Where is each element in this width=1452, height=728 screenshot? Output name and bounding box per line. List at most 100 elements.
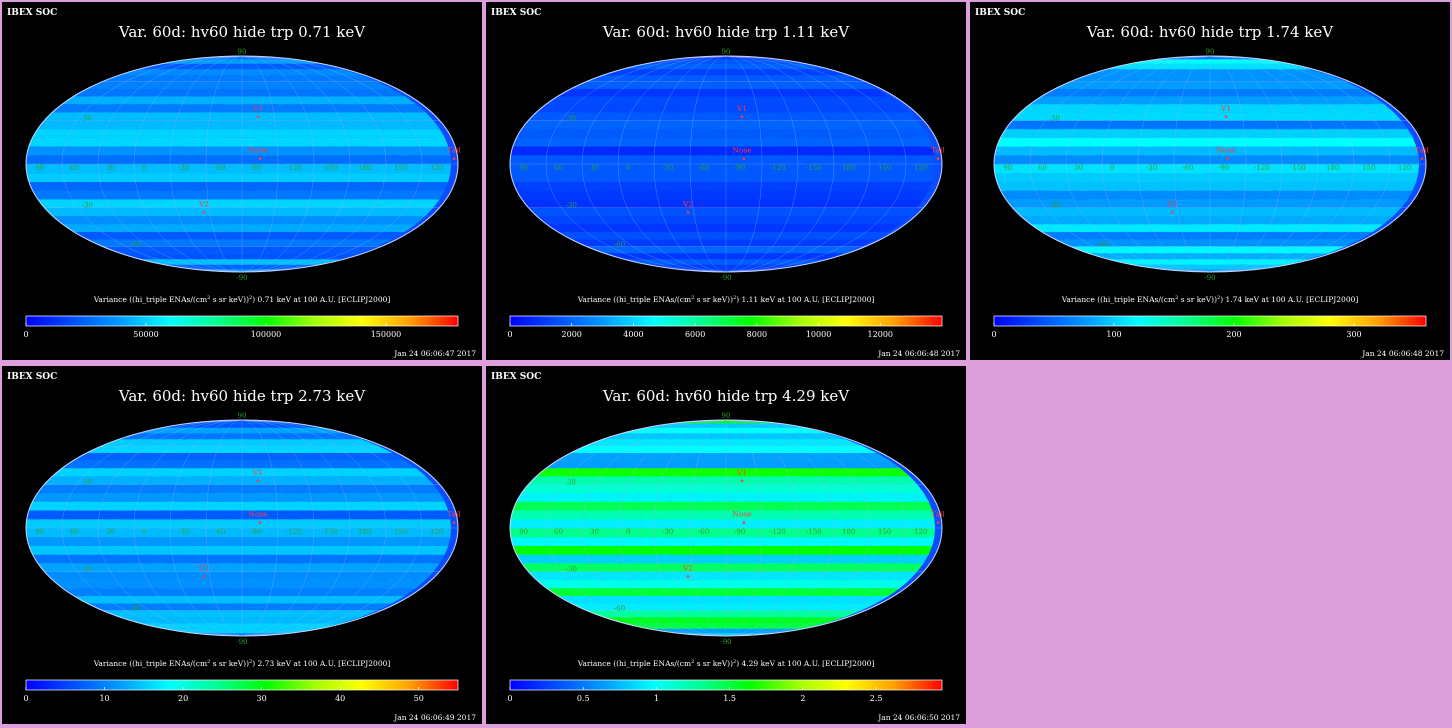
lon-tick-label: 30 — [590, 164, 599, 172]
map-pixel — [510, 154, 936, 165]
map-pixel — [512, 137, 933, 147]
marker-v2-label: V2 — [198, 199, 209, 208]
map-pixel — [26, 154, 452, 165]
lon-tick-label: 150 — [878, 164, 891, 172]
map-pixel — [26, 146, 451, 156]
map-pixel — [586, 246, 862, 254]
marker-v1-dot — [256, 115, 260, 119]
marker-v1-dot — [740, 115, 744, 119]
marker-tail-label: Tail — [931, 146, 945, 155]
map-pixel — [510, 163, 936, 174]
lon-tick-label: -90 — [734, 164, 745, 172]
graticule — [25, 55, 459, 273]
map-pixel — [1029, 223, 1385, 233]
map-pixel — [545, 223, 901, 233]
map-pixel — [1005, 198, 1408, 208]
marker-tail-dot — [452, 157, 456, 160]
lat-tick-label: -60 — [130, 240, 141, 248]
lon-tick-label: -30 — [178, 164, 189, 172]
map-pixel — [603, 68, 845, 76]
map-pixel — [61, 223, 417, 233]
map-pixel — [26, 163, 452, 174]
map-pixel — [996, 181, 1417, 191]
lon-tick-label: 0 — [142, 164, 146, 172]
map-pixel — [545, 95, 901, 105]
map-pixel — [119, 252, 361, 260]
lon-tick-label: 180 — [842, 164, 855, 172]
colorbar — [25, 315, 459, 327]
brand-label: IBEX SOC — [7, 8, 57, 18]
lon-tick-label: -60 — [698, 164, 709, 172]
lon-tick-label: -60 — [214, 164, 225, 172]
colorbar-label-part: s sr keV)) — [694, 295, 733, 304]
sky-map-svg: IBEX SOC Var. 60d: hv60 hide trp 0.71 keV… — [7, 8, 476, 358]
lon-tick-label: -30 — [662, 164, 673, 172]
colorbar-tick-label: 12000 — [868, 330, 893, 339]
map-pixel — [527, 111, 918, 121]
map-pixel — [52, 215, 426, 225]
map-pixel — [1000, 190, 1413, 200]
colorbar-label-part: Variance ((hi_triple ENAs/(cm — [577, 295, 691, 304]
colorbar-label-superscript: 2 — [249, 295, 252, 301]
map-pixel — [119, 68, 361, 76]
lon-tick-label: -150 — [806, 164, 822, 172]
marker-tail-label: Tail — [447, 146, 461, 155]
lat-tick-label: -30 — [566, 202, 577, 210]
lon-tick-label: -90 — [250, 164, 261, 172]
lon-tick-label: -150 — [322, 164, 338, 172]
lat-tick-label: -90 — [236, 274, 247, 282]
lat-tick-label: 90 — [238, 48, 247, 56]
lat-tick-label: -60 — [614, 240, 625, 248]
colorbar-tick-label: 50000 — [133, 330, 158, 339]
colorbar-tick-label: 6000 — [685, 330, 705, 339]
map-pixel — [521, 120, 924, 130]
lon-tick-label: 30 — [106, 164, 115, 172]
lat-tick-label: 30 — [83, 114, 92, 122]
map-pixel — [521, 198, 924, 208]
map-pixel — [1070, 246, 1346, 254]
map-pixel — [586, 74, 862, 82]
colorbar-label-superscript: 2 — [207, 295, 210, 301]
marker-nose-dot — [742, 157, 746, 160]
panel-0-71kev: IBEX SOC Var. 60d: hv60 hide trp 0.71 keV… — [2, 2, 482, 360]
map-pixel — [102, 246, 378, 254]
map-pixel — [996, 137, 1417, 147]
map-pixel — [1011, 207, 1402, 217]
map-pixel — [510, 172, 935, 182]
marker-nose-label: Nose — [732, 146, 752, 155]
map-pixel — [37, 198, 440, 208]
map-pixel — [994, 172, 1419, 182]
map-pixel — [28, 137, 449, 147]
marker-v2-dot — [686, 211, 690, 214]
colorbar-label-part: ) 0.71 keV at 100 A.U. [ECLIPJ2000] — [252, 295, 390, 304]
colorbar-label-part: Variance ((hi_triple ENAs/(cm — [93, 295, 207, 304]
map-pixel — [1011, 111, 1402, 121]
chart-title: Var. 60d: hv60 hide trp 0.71 keV — [118, 23, 366, 41]
lat-tick-label: 30 — [567, 114, 576, 122]
marker-nose-label: Nose — [248, 146, 268, 155]
colorbar — [509, 315, 943, 327]
map-pixel — [994, 154, 1420, 165]
lon-tick-label: 90 — [519, 164, 528, 172]
timestamp: Jan 24 06:06:47 2017 — [393, 349, 476, 358]
map-pixel — [557, 231, 890, 240]
colorbar-tick-label: 2000 — [562, 330, 582, 339]
colorbar-tick-label: 4000 — [623, 330, 643, 339]
lat-tick-label: -90 — [720, 274, 731, 282]
colorbar-label-part: s sr keV)) — [210, 295, 249, 304]
lon-tick-label: 60 — [70, 164, 79, 172]
map-pixel — [603, 252, 845, 260]
map-pixel — [32, 128, 445, 138]
map-pixel — [1041, 231, 1374, 240]
colorbar-label: Variance ((hi_triple ENAs/(cm2 s sr keV)… — [93, 295, 391, 304]
lon-tick-label: 90 — [35, 164, 44, 172]
marker-v2-label: V2 — [682, 199, 693, 208]
map-outline — [25, 55, 459, 273]
map-pixel — [32, 190, 445, 200]
marker-v1-label: V1 — [252, 104, 263, 113]
marker-nose-dot — [258, 157, 262, 160]
map-pixel — [87, 81, 392, 89]
colorbar-tick-label: 150000 — [371, 330, 402, 339]
map-pixel — [516, 190, 929, 200]
